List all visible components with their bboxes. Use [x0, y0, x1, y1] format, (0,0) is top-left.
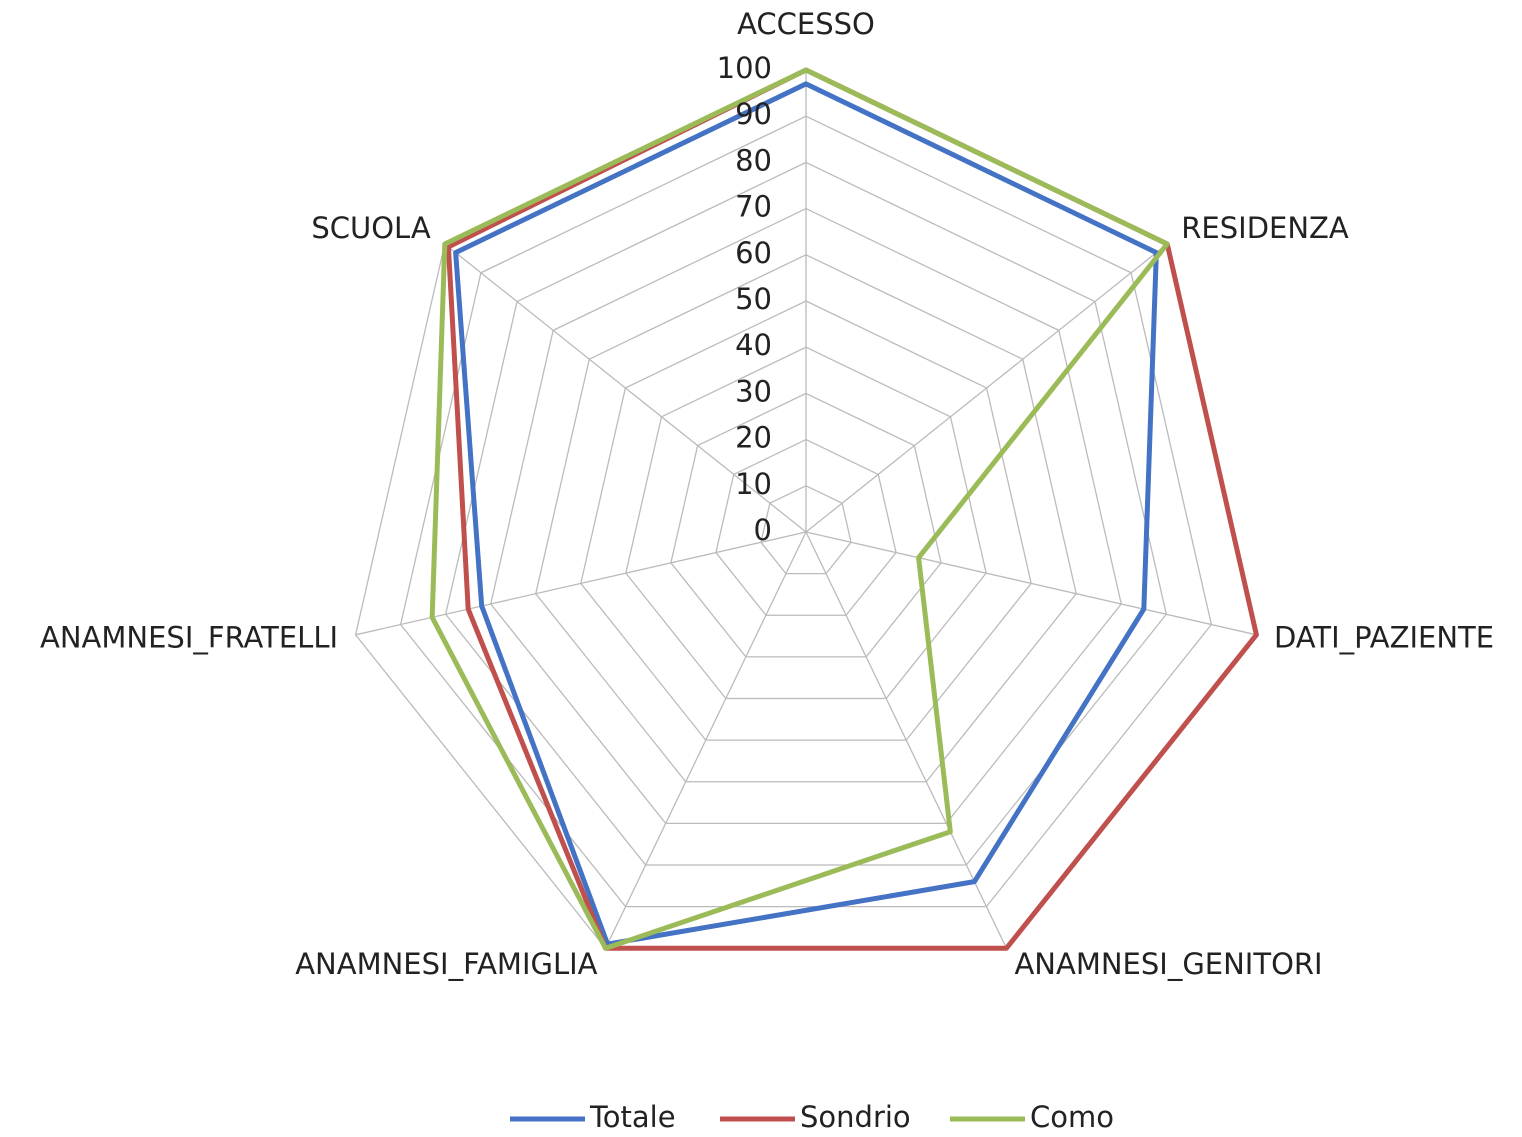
grid-line [715, 438, 897, 616]
axis-line [805, 531, 1257, 636]
tick-label: 50 [735, 282, 772, 316]
grid-line [535, 254, 1077, 783]
category-label: SCUOLA [311, 211, 431, 245]
axis-line [444, 243, 807, 533]
tick-label: 10 [735, 467, 772, 501]
grid-line [625, 346, 987, 700]
category-label: DATI_PAZIENTE [1274, 621, 1494, 655]
grid-line [670, 392, 942, 658]
tick-label: 40 [735, 328, 772, 362]
tick-label: 90 [735, 97, 772, 131]
legend-label: Totale [589, 1100, 676, 1134]
axis-line [805, 243, 1168, 533]
grid-line [399, 115, 1213, 908]
tick-label: 100 [717, 51, 772, 85]
grid-line [760, 485, 852, 575]
category-label: ANAMNESI_FAMIGLIA [295, 947, 597, 981]
category-label: ACCESSO [737, 7, 875, 41]
category-label: RESIDENZA [1181, 211, 1349, 245]
tick-label: 20 [735, 421, 772, 455]
grid-line [580, 300, 1032, 741]
axis-line [805, 531, 1008, 949]
grid-line [444, 161, 1168, 866]
tick-label: 30 [735, 374, 772, 408]
tick-label: 70 [735, 190, 772, 224]
tick-label: 80 [735, 143, 772, 177]
category-label: ANAMNESI_GENITORI [1014, 947, 1322, 981]
grid-line [490, 207, 1122, 825]
axis-line [604, 531, 807, 949]
axis-line [355, 531, 807, 636]
legend-label: Como [1030, 1100, 1114, 1134]
series-line [445, 67, 1259, 951]
tick-label: 0 [754, 513, 772, 547]
category-label: ANAMNESI_FRATELLI [40, 621, 338, 655]
series-line [453, 81, 1159, 947]
series-line [429, 67, 1170, 951]
tick-label: 60 [735, 236, 772, 270]
legend-label: Sondrio [800, 1100, 911, 1134]
